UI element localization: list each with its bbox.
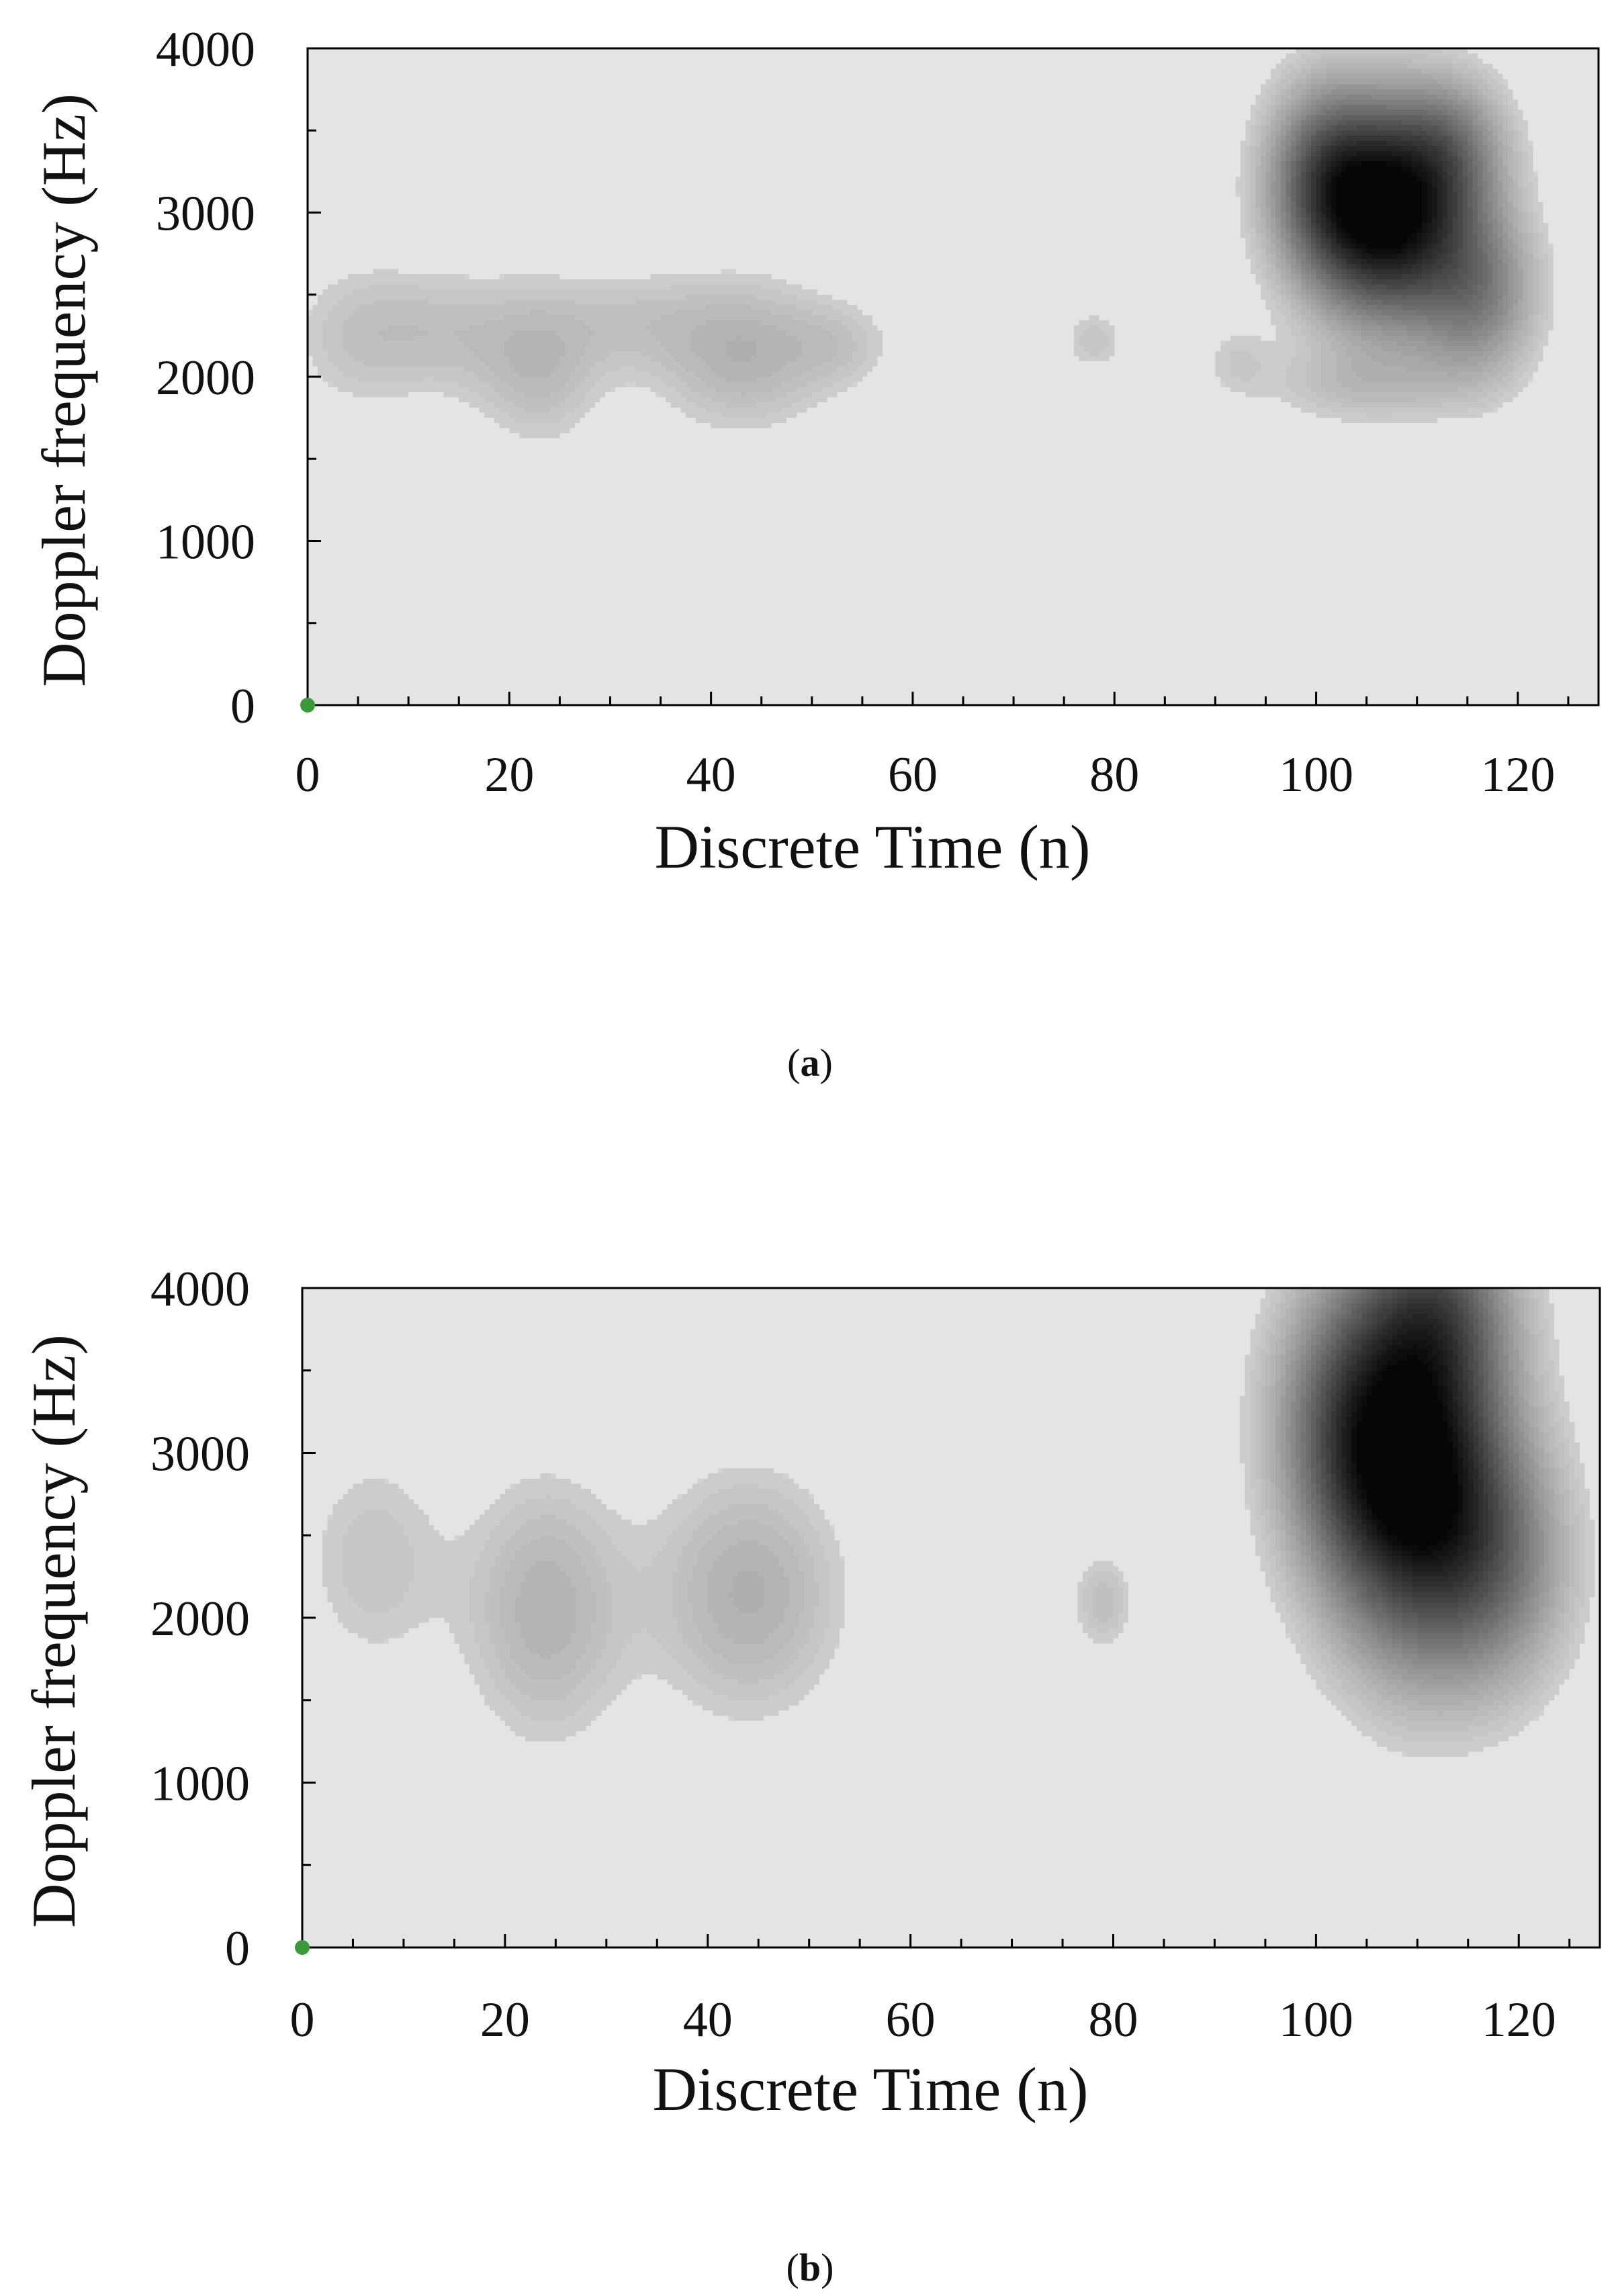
x-tick-label: 60 bbox=[886, 1992, 936, 2048]
y-tick-label: 2000 bbox=[156, 351, 255, 406]
origin-marker bbox=[295, 1940, 310, 1955]
x-tick-label: 100 bbox=[1279, 747, 1353, 802]
y-tick-label: 3000 bbox=[150, 1427, 250, 1482]
x-tick-label: 120 bbox=[1480, 747, 1555, 802]
x-tick-label: 80 bbox=[1089, 747, 1139, 802]
y-tick-label: 1000 bbox=[156, 515, 255, 570]
x-tick-label: 20 bbox=[484, 747, 534, 802]
y-axis-title: Doppler frequency (Hz) bbox=[30, 93, 98, 687]
x-tick-label: 0 bbox=[296, 747, 320, 802]
y-tick-label: 1000 bbox=[150, 1757, 250, 1812]
x-axis-title: Discrete Time (n) bbox=[652, 2055, 1088, 2123]
x-tick-label: 100 bbox=[1279, 1992, 1353, 2048]
panel-b: 0 20 40 60 80 100 120 0 1000 2000 3000 4000 Discrete… bbox=[19, 1262, 1601, 2289]
x-tick-label: 0 bbox=[290, 1992, 315, 2048]
x-tick-label: 40 bbox=[686, 747, 736, 802]
y-tick-label: 4000 bbox=[156, 22, 255, 77]
y-tick-label: 4000 bbox=[150, 1262, 250, 1317]
x-tick-label: 40 bbox=[683, 1992, 733, 2048]
x-axis-title: Discrete Time (n) bbox=[654, 813, 1090, 881]
x-tick-label: 60 bbox=[888, 747, 938, 802]
y-tick-label: 0 bbox=[225, 1921, 250, 1976]
panel-caption: (b) bbox=[786, 2246, 834, 2289]
x-tick-label: 120 bbox=[1482, 1992, 1556, 2048]
y-tick-label: 0 bbox=[230, 679, 255, 734]
panel-caption: (a) bbox=[787, 1041, 833, 1085]
heatmap-image bbox=[302, 1288, 1600, 1947]
panel-a: 0 20 40 60 80 100 120 0 1000 2000 3000 4000 Discrete… bbox=[30, 22, 1600, 1085]
x-tick-label: 20 bbox=[480, 1992, 530, 2048]
x-tick-label: 80 bbox=[1089, 1992, 1138, 2048]
origin-marker bbox=[300, 698, 315, 713]
y-tick-label: 2000 bbox=[150, 1592, 250, 1647]
heatmap-image bbox=[308, 48, 1599, 705]
y-tick-label: 3000 bbox=[156, 187, 255, 242]
y-axis-title: Doppler frequency (Hz) bbox=[19, 1334, 88, 1928]
